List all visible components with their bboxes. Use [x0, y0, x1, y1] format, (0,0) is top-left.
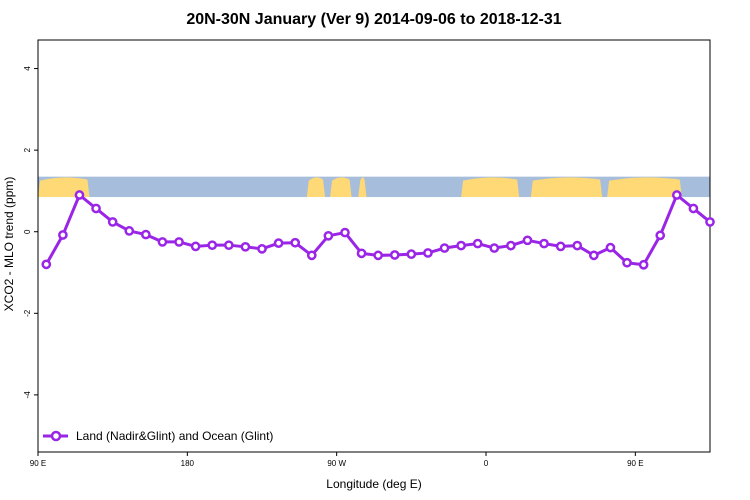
data-point-26: [472, 238, 483, 249]
data-point-37: [655, 230, 666, 241]
data-point-25: [456, 240, 466, 251]
data-point-31: [555, 241, 566, 252]
data-point-16: [306, 250, 317, 261]
data-point-24: [439, 243, 450, 253]
data-point-10: [207, 240, 218, 251]
data-point-22: [406, 249, 417, 260]
data-point-19: [356, 248, 367, 259]
plot-frame: [37, 39, 711, 453]
data-point-5: [124, 226, 135, 236]
data-point-11: [223, 240, 234, 251]
data-point-7: [157, 237, 168, 247]
data-point-2: [74, 190, 85, 200]
data-point-8: [174, 237, 184, 247]
data-point-38: [671, 190, 682, 200]
land-florida: [358, 177, 367, 198]
y-tick-label-0: 4: [23, 66, 32, 71]
y-axis-label: XCO2 - MLO trend (ppm): [2, 177, 16, 312]
data-point-23: [423, 248, 433, 258]
data-point-20: [373, 250, 383, 261]
y-tick-label-4: -4: [23, 391, 32, 399]
data-point-27: [489, 243, 500, 253]
data-point-4: [107, 217, 118, 227]
data-point-36: [638, 259, 649, 270]
land-india-china: [607, 177, 682, 198]
data-point-1: [58, 230, 68, 240]
data-point-40: [705, 217, 715, 227]
land-gulf-coast: [330, 177, 352, 198]
y-tick-label-2: 0: [23, 229, 32, 234]
data-point-32: [572, 240, 583, 251]
land-sahara: [461, 177, 520, 198]
data-point-18: [340, 227, 350, 238]
data-point-3: [91, 203, 101, 214]
x-tick-label-1: 180: [181, 459, 195, 468]
data-point-34: [605, 242, 616, 253]
x-tick-label-3: 0: [484, 459, 489, 468]
data-point-21: [389, 250, 400, 260]
data-point-15: [290, 237, 301, 248]
data-point-17: [323, 230, 334, 241]
series-layer: [41, 190, 715, 270]
data-point-39: [688, 203, 699, 214]
data-point-28: [506, 240, 516, 251]
land-mexico: [306, 177, 326, 198]
data-point-29: [522, 235, 533, 246]
legend-entry: Land (Nadir&Glint) and Ocean (Glint): [76, 429, 273, 443]
data-point-12: [240, 241, 251, 252]
data-point-0: [41, 259, 52, 270]
world-map-strip: [38, 176, 710, 198]
legend: Land (Nadir&Glint) and Ocean (Glint): [43, 429, 273, 443]
y-tick-label-1: 2: [23, 147, 32, 152]
data-point-30: [539, 238, 549, 249]
data-point-13: [257, 244, 267, 254]
x-tick-label-2: 90 W: [327, 459, 346, 468]
x-axis-label: Longitude (deg E): [326, 477, 421, 491]
data-point-9: [190, 241, 201, 252]
y-tick-label-3: -2: [23, 309, 32, 317]
x-tick-label-4: 90 E: [627, 459, 643, 468]
data-point-14: [273, 238, 284, 248]
data-point-33: [589, 250, 599, 261]
chart-title: 20N-30N January (Ver 9) 2014-09-06 to 20…: [186, 11, 561, 28]
data-point-35: [622, 257, 632, 268]
x-tick-label-0: 90 E: [30, 459, 46, 468]
y-axis-ticks: 4 2 0 -2 -4: [23, 66, 38, 399]
land-arabia: [530, 177, 603, 198]
data-point-6: [141, 229, 151, 240]
legend-marker: [50, 430, 62, 442]
